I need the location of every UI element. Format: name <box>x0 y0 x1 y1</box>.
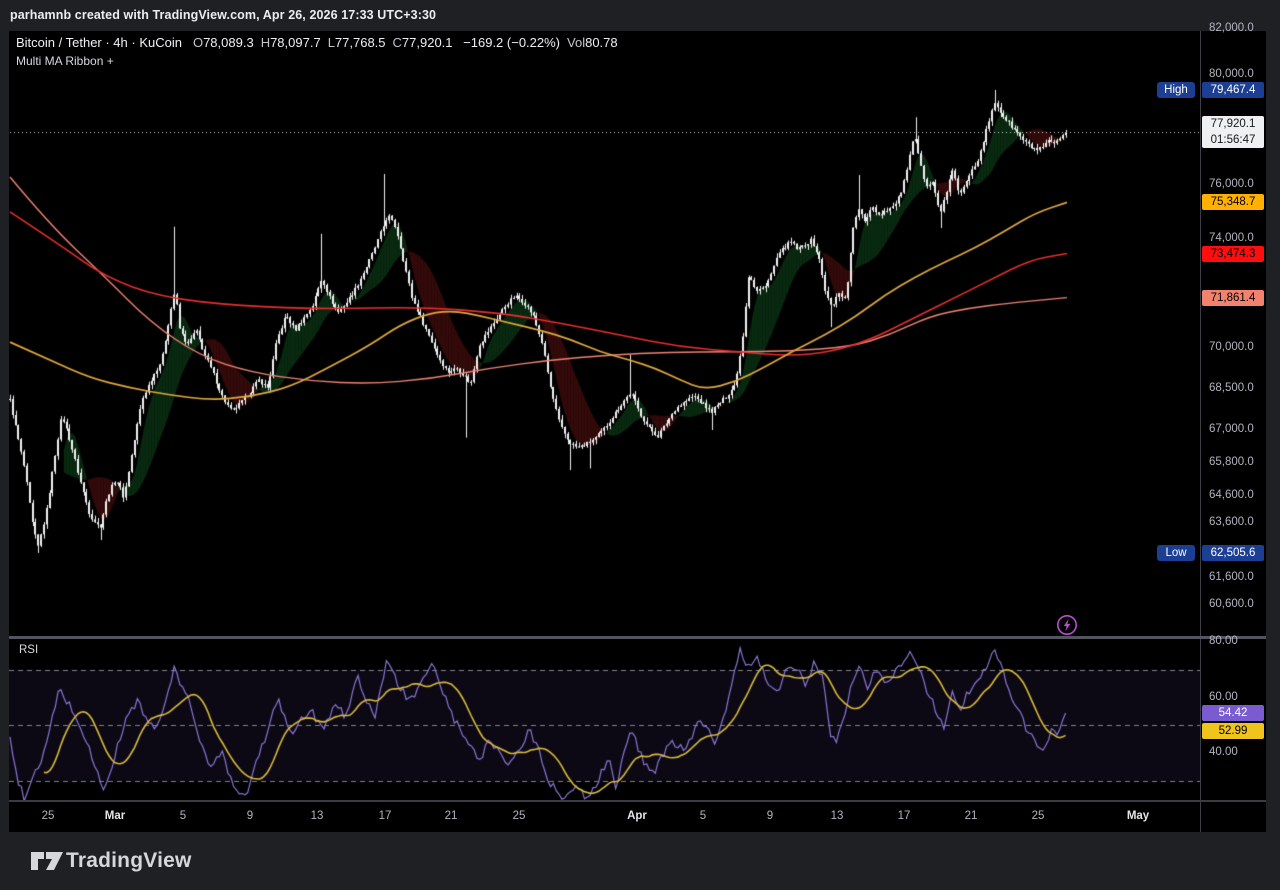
rsi-badge-rsi-ma-value: 52.99 <box>1202 723 1264 739</box>
price-tick: 74,000.0 <box>1209 232 1254 245</box>
price-axis[interactable]: 82,000.0 80,000.0 76,000.0 74,000.0 70,000.0… <box>1201 22 1266 832</box>
time-tick: Apr <box>627 810 647 822</box>
header-text: −169.2 (−0.22%) <box>463 35 561 50</box>
price-badge-current: 77,920.1 01:56:47 <box>1202 116 1264 149</box>
time-tick: 9 <box>766 810 774 822</box>
time-tick: 25 <box>512 810 526 822</box>
tradingview-wordmark[interactable]: TradingView <box>66 849 192 872</box>
price-badge-ma-mid: 73,474.3 <box>1202 245 1264 262</box>
header-text: H <box>260 35 271 50</box>
attribution-text: parhamnb created with TradingView.com, A… <box>10 8 437 22</box>
header-text: 77,768.5 <box>334 35 386 50</box>
header-text: 77,920.1 <box>401 35 453 50</box>
header-text: 78,089.3 <box>203 35 254 50</box>
price-tick: 65,800.0 <box>1209 456 1254 469</box>
time-tick: 17 <box>378 810 392 822</box>
price-badge-ma-fast: 75,348.7 <box>1202 194 1264 211</box>
time-tick: 21 <box>964 810 978 822</box>
price-tick: 61,600.0 <box>1209 570 1254 583</box>
time-tick: 5 <box>699 810 707 822</box>
attribution-bar: parhamnb created with TradingView.com, A… <box>0 0 1280 31</box>
time-tick: 25 <box>1031 810 1045 822</box>
time-tick: Mar <box>104 810 126 822</box>
price-axis-separator <box>1200 31 1201 832</box>
pane-divider[interactable] <box>9 636 1266 639</box>
time-tick: 21 <box>444 810 458 822</box>
low-marker-label: Low <box>1157 544 1195 561</box>
price-badge-ma-slow: 71,861.4 <box>1202 289 1264 306</box>
time-tick: 9 <box>246 810 254 822</box>
header-text: 80.78 <box>585 35 618 50</box>
price-tick: 70,000.0 <box>1209 341 1254 354</box>
header-text: Vol <box>567 35 586 50</box>
time-tick: 25 <box>41 810 55 822</box>
header-text: L <box>327 35 335 50</box>
header-text: Bitcoin / Tether · 4h · KuCoin <box>16 35 182 50</box>
time-tick: 5 <box>179 810 187 822</box>
time-tick: 17 <box>897 810 911 822</box>
price-tick: 82,000.0 <box>1209 22 1254 34</box>
price-tick: 68,500.0 <box>1209 382 1254 395</box>
rsi-pane-canvas[interactable] <box>9 640 1200 801</box>
price-tick: 64,600.0 <box>1209 488 1254 501</box>
symbol-header: Bitcoin / Tether · 4h · KuCoin O78,089.3 H… <box>16 35 618 68</box>
lightning-icon <box>1057 615 1077 635</box>
ohlc-line[interactable]: Bitcoin / Tether · 4h · KuCoin O78,089.3 H… <box>16 35 618 52</box>
price-tick: 80,000.0 <box>1209 68 1254 81</box>
time-axis[interactable]: 25 Mar 5 9 13 17 21 25 Apr 5 9 13 17 21 25 May <box>9 802 1200 832</box>
price-tick: 60,600.0 <box>1209 597 1254 610</box>
instant-trading-button[interactable] <box>1056 614 1078 636</box>
tradingview-logo-icon[interactable] <box>30 849 64 875</box>
price-tick: 76,000.0 <box>1209 177 1254 190</box>
time-tick: May <box>1126 810 1150 822</box>
indicator-label[interactable]: Multi MA Ribbon + <box>16 54 114 68</box>
rsi-badge-rsi-value: 54.42 <box>1202 705 1264 721</box>
header-text: C <box>392 35 402 50</box>
price-pane-canvas[interactable] <box>9 31 1200 636</box>
header-text: O <box>192 35 204 50</box>
price-tick: 63,600.0 <box>1209 516 1254 529</box>
time-tick: 13 <box>830 810 844 822</box>
rsi-tick: 60.00 <box>1209 690 1238 703</box>
price-badge-low: 62,505.6 <box>1202 544 1264 561</box>
rsi-tick: 80.00 <box>1209 635 1238 647</box>
time-tick: 13 <box>310 810 324 822</box>
price-tick: 67,000.0 <box>1209 423 1254 436</box>
rsi-tick: 40.00 <box>1209 746 1238 758</box>
rsi-pane-label[interactable]: RSI <box>19 644 39 656</box>
chart-widget: Bitcoin / Tether · 4h · KuCoin O78,089.3 H… <box>9 22 1266 832</box>
footer-bar: TradingView <box>0 832 1280 890</box>
price-badge-high: 79,467.4 <box>1202 82 1264 98</box>
high-marker-label: High <box>1157 82 1195 98</box>
header-text: 78,097.7 <box>270 35 321 50</box>
time-axis-divider <box>9 800 1266 802</box>
